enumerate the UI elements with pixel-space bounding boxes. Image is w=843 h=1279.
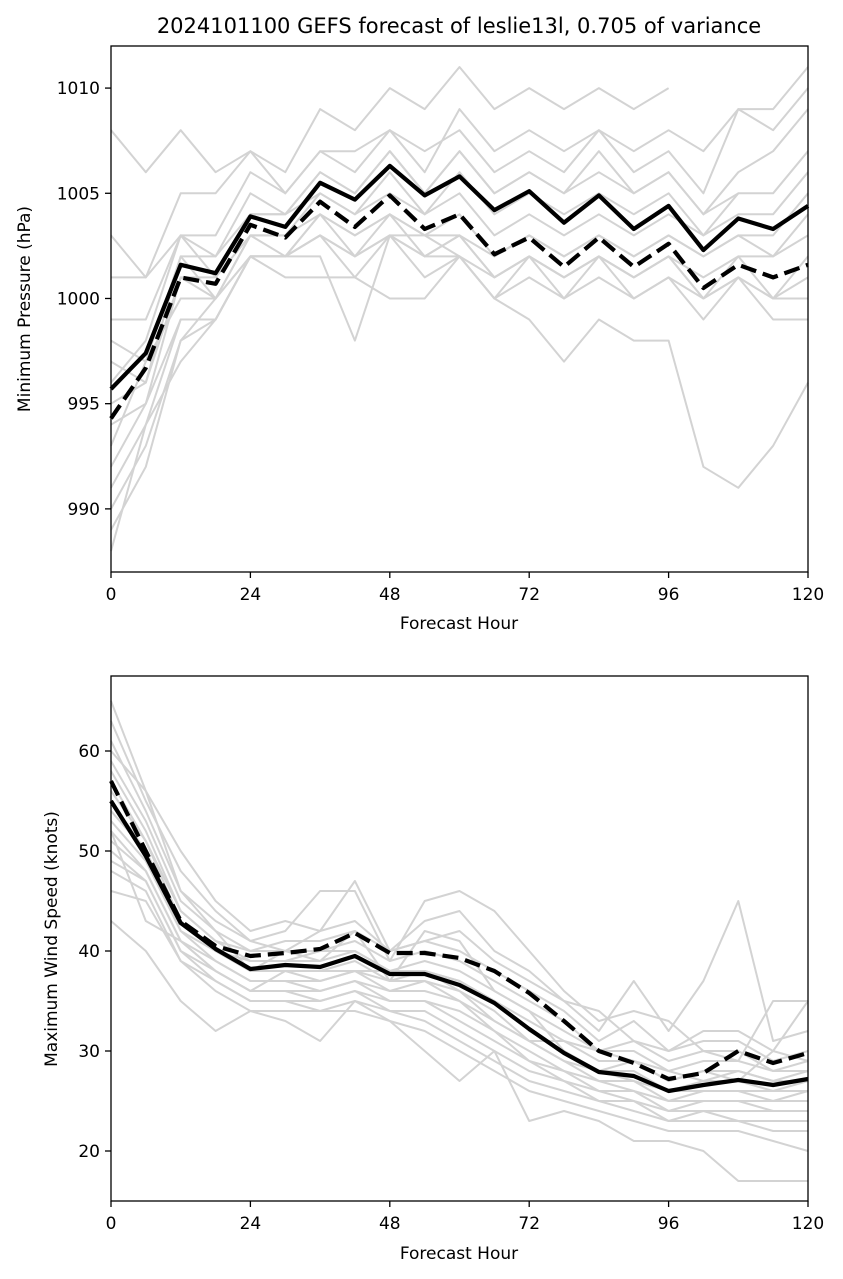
wind-summary-lines <box>109 780 809 1094</box>
pressure-y-axis-title: Minimum Pressure (hPa) <box>15 206 35 412</box>
pressure-chart: 0 24 48 72 96 120 990 995 1000 1005 1010 Forecast… <box>15 45 824 634</box>
wind-chart: 0 24 48 72 96 120 20 30 40 50 60 Forecast Hour Ma… <box>42 675 824 1264</box>
wind-x-ticks: 0 24 48 72 96 120 <box>106 1201 824 1234</box>
wind-y-tick-label: 20 <box>78 1142 100 1162</box>
wind-y-tick-label: 40 <box>78 942 100 962</box>
wind-y-tick-label: 30 <box>78 1042 100 1062</box>
wind-member-line-16 <box>110 920 808 1182</box>
pressure-x-tick-label: 72 <box>518 585 540 605</box>
wind-x-tick-label: 24 <box>240 1214 262 1234</box>
chart-title: 2024101100 GEFS forecast of leslie13l, 0… <box>157 14 761 38</box>
pressure-mean-line <box>109 163 810 391</box>
wind-y-axis-title: Maximum Wind Speed (knots) <box>42 811 62 1067</box>
pressure-y-tick-label: 1010 <box>57 79 100 99</box>
pressure-member-line-1 <box>110 66 809 279</box>
wind-x-tick-label: 120 <box>792 1214 824 1234</box>
pressure-y-tick-label: 1005 <box>57 184 100 204</box>
pressure-x-tick-label: 96 <box>658 585 680 605</box>
wind-x-tick-label: 0 <box>106 1214 117 1234</box>
pressure-x-ticks: 0 24 48 72 96 120 <box>106 572 824 605</box>
pressure-plot-frame <box>110 45 809 573</box>
wind-plot-frame <box>110 675 809 1202</box>
pressure-y-tick-label: 1000 <box>57 289 100 309</box>
wind-member-line-10 <box>110 830 808 1102</box>
wind-x-tick-label: 72 <box>518 1214 540 1234</box>
wind-y-tick-label: 60 <box>78 742 100 762</box>
wind-x-tick-label: 96 <box>658 1214 680 1234</box>
wind-member-line-1 <box>110 720 808 1062</box>
pressure-member-line-2 <box>111 87 809 321</box>
wind-mean-line <box>109 799 809 1094</box>
pressure-summary-lines <box>109 163 810 420</box>
pressure-y-tick-label: 995 <box>68 395 100 415</box>
pressure-x-axis-title: Forecast Hour <box>400 614 518 634</box>
wind-member-line-18 <box>110 830 808 1082</box>
pressure-member-line-13 <box>110 213 808 552</box>
wind-median-line <box>109 780 809 1082</box>
wind-member-line-3 <box>110 760 809 1062</box>
wind-member-line-14 <box>110 870 808 1132</box>
pressure-member-line-0 <box>110 66 670 174</box>
pressure-median-line <box>109 193 809 420</box>
pressure-x-tick-label: 24 <box>240 585 262 605</box>
wind-member-line-2 <box>110 740 809 1042</box>
wind-y-ticks: 20 30 40 50 60 <box>78 742 111 1162</box>
wind-x-tick-label: 48 <box>379 1214 401 1234</box>
pressure-x-tick-label: 0 <box>106 585 117 605</box>
pressure-x-tick-label: 48 <box>379 585 401 605</box>
wind-member-line-0 <box>110 700 809 1052</box>
wind-member-line-15 <box>110 890 809 1152</box>
pressure-y-ticks: 990 995 1000 1005 1010 <box>57 79 111 520</box>
wind-y-tick-label: 50 <box>78 842 100 862</box>
pressure-y-tick-label: 990 <box>68 500 100 520</box>
pressure-x-tick-label: 120 <box>792 585 824 605</box>
wind-x-axis-title: Forecast Hour <box>400 1244 518 1264</box>
